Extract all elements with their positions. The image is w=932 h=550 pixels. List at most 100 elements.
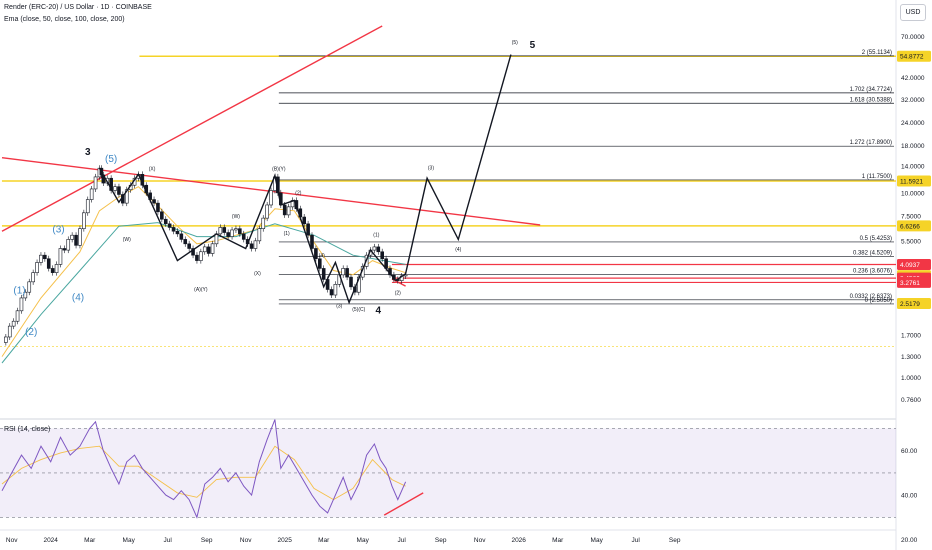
rsi-trend-line xyxy=(383,492,424,516)
fib-level-label: 0 (2.5050) xyxy=(865,298,892,304)
candle-body xyxy=(78,228,82,246)
candle-body xyxy=(380,251,385,260)
candle-body xyxy=(23,291,28,299)
wave-label: (3) xyxy=(52,225,64,236)
candle-body xyxy=(321,268,326,280)
candle-body xyxy=(282,204,287,216)
candle-body xyxy=(31,272,35,283)
time-tick-label: May xyxy=(591,537,604,544)
rsi-line xyxy=(1,419,407,519)
wave-label: (2) xyxy=(395,290,401,296)
wave-label: (1) xyxy=(13,286,25,297)
candle-body xyxy=(218,227,223,235)
time-tick-label: Mar xyxy=(552,537,564,544)
candle-body xyxy=(89,188,94,200)
wave-label: (1) xyxy=(284,231,290,237)
candle-body xyxy=(314,248,318,260)
time-tick-label: Sep xyxy=(435,537,447,544)
price-badge-text: 6.6266 xyxy=(900,223,920,230)
wave-label: (2) xyxy=(25,327,37,338)
fib-level-label: 1.272 (17.8900) xyxy=(850,140,892,146)
price-tick-label: 1.0000 xyxy=(901,375,921,382)
price-tick-label: 70.0000 xyxy=(901,34,925,41)
ema-line xyxy=(1,222,406,364)
candle-body xyxy=(222,227,227,233)
rsi-legend: RSI (14, close) xyxy=(4,426,51,433)
candle-body xyxy=(249,243,254,249)
candle-body xyxy=(345,268,349,278)
fib-level-label: 0.5 (5.4253) xyxy=(860,236,892,242)
candle-body xyxy=(234,228,238,231)
wave-count-path xyxy=(98,54,512,305)
wave-label: (B)(Y) xyxy=(272,167,286,173)
candle-body xyxy=(372,246,377,251)
wave-label: (1) xyxy=(373,233,379,239)
wave-label: (W) xyxy=(123,237,131,243)
candle-body xyxy=(317,258,322,269)
candle-body xyxy=(35,262,39,273)
currency-button[interactable]: USD xyxy=(900,4,926,21)
price-tick-label: 0.7600 xyxy=(901,397,921,404)
rsi-tick-label: 40.00 xyxy=(901,493,918,500)
trend-line xyxy=(1,25,383,232)
price-tick-label: 24.0000 xyxy=(901,120,925,127)
candle-body xyxy=(58,248,63,265)
wave-label: (4) xyxy=(455,247,461,253)
candle-body xyxy=(376,246,381,253)
fib-level-label: 2 (55.1134) xyxy=(862,50,892,56)
candle-body xyxy=(74,234,78,246)
price-badge xyxy=(897,50,931,62)
wave-label: (3) xyxy=(428,165,434,171)
time-tick-label: Nov xyxy=(240,537,252,544)
wave-label: (4) xyxy=(319,253,325,259)
candle-body xyxy=(341,268,346,276)
candle-body xyxy=(93,176,98,190)
candle-body xyxy=(15,310,20,322)
price-badge-text: 3.2761 xyxy=(900,280,920,287)
wave-label: (2) xyxy=(295,190,301,196)
time-tick-label: Jul xyxy=(632,537,641,544)
candle-body xyxy=(167,223,172,228)
fib-level-label: 0.236 (3.6076) xyxy=(853,269,892,275)
rsi-tick-label: 20.00 xyxy=(901,537,918,544)
wave-label: 3 xyxy=(85,147,91,158)
candle-body xyxy=(11,320,16,327)
price-tick-label: 42.0000 xyxy=(901,75,925,82)
fib-level-label: 1.618 (30.5388) xyxy=(850,97,892,103)
time-tick-label: 2025 xyxy=(277,537,292,544)
candle-body xyxy=(109,177,113,191)
candle-body xyxy=(329,289,334,296)
time-tick-label: Mar xyxy=(84,537,96,544)
candle-body xyxy=(206,246,211,254)
time-tick-label: Sep xyxy=(201,537,213,544)
candle-body xyxy=(306,223,310,236)
rsi-ma-line xyxy=(1,445,406,501)
price-tick-label: 18.0000 xyxy=(901,143,925,150)
candle-body xyxy=(175,230,180,235)
time-tick-label: May xyxy=(123,537,136,544)
candle-body xyxy=(179,233,184,240)
rsi-tick-label: 60.00 xyxy=(901,448,918,455)
time-tick-label: 2026 xyxy=(511,537,526,544)
candle-body xyxy=(85,199,90,214)
fib-level-label: 1 (11.7500) xyxy=(862,174,892,180)
price-badge xyxy=(897,298,931,310)
wave-label: (A)(Y) xyxy=(194,287,208,293)
wave-label: (3) xyxy=(336,303,342,309)
candle-body xyxy=(171,227,176,232)
candle-body xyxy=(349,276,353,288)
candle-body xyxy=(333,284,338,296)
candle-body xyxy=(43,254,47,260)
wave-label: (5) xyxy=(512,40,518,46)
wave-label: (4) xyxy=(72,292,84,303)
fib-level-label: 0.382 (4.5209) xyxy=(853,251,892,257)
candle-body xyxy=(54,264,59,273)
time-tick-label: Nov xyxy=(6,537,18,544)
time-tick-label: Jul xyxy=(164,537,173,544)
candle-body xyxy=(50,268,55,273)
wave-label: 5 xyxy=(530,40,536,51)
time-tick-label: Mar xyxy=(318,537,330,544)
candle-body xyxy=(117,186,121,195)
